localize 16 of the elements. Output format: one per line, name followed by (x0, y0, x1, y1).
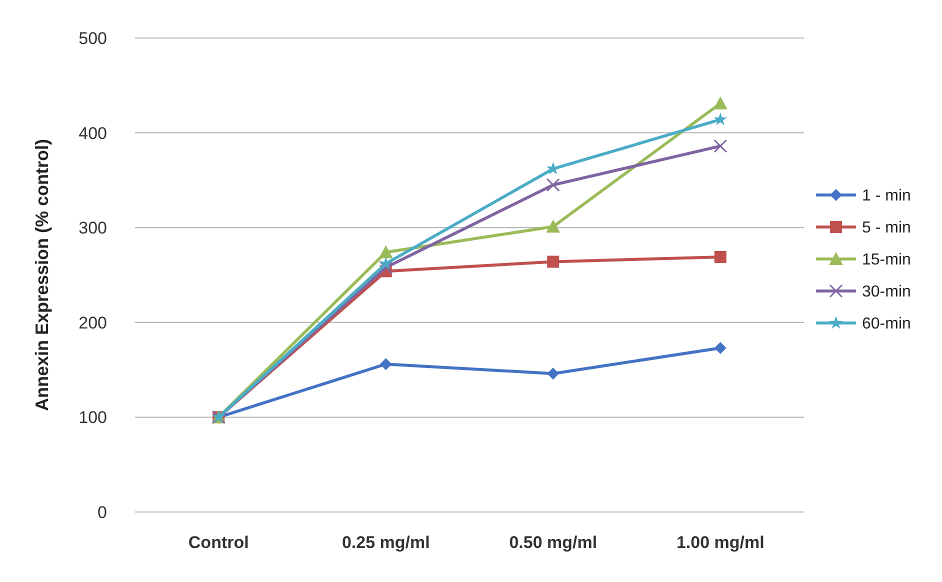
legend-label: 1 - min (862, 188, 911, 205)
y-tick-label: 100 (78, 408, 107, 428)
legend-label: 15-min (862, 252, 911, 269)
legend-label: 5 - min (862, 220, 911, 237)
x-tick-label: 0.25 mg/ml (342, 533, 430, 552)
x-tick-label: Control (188, 533, 249, 552)
x-tick-label: 1.00 mg/ml (676, 533, 764, 552)
y-tick-label: 500 (78, 28, 107, 48)
y-tick-label: 400 (78, 124, 107, 143)
legend-label: 60-min (862, 316, 911, 333)
x-tick-label: 0.50 mg/ml (509, 533, 598, 552)
y-tick-label: 200 (78, 313, 107, 332)
y-tick-label: 0 (98, 502, 107, 522)
legend-label: 30-min (862, 284, 911, 301)
y-axis-title: Annexin Expression (% control) (32, 138, 52, 412)
y-tick-label: 300 (78, 218, 107, 238)
